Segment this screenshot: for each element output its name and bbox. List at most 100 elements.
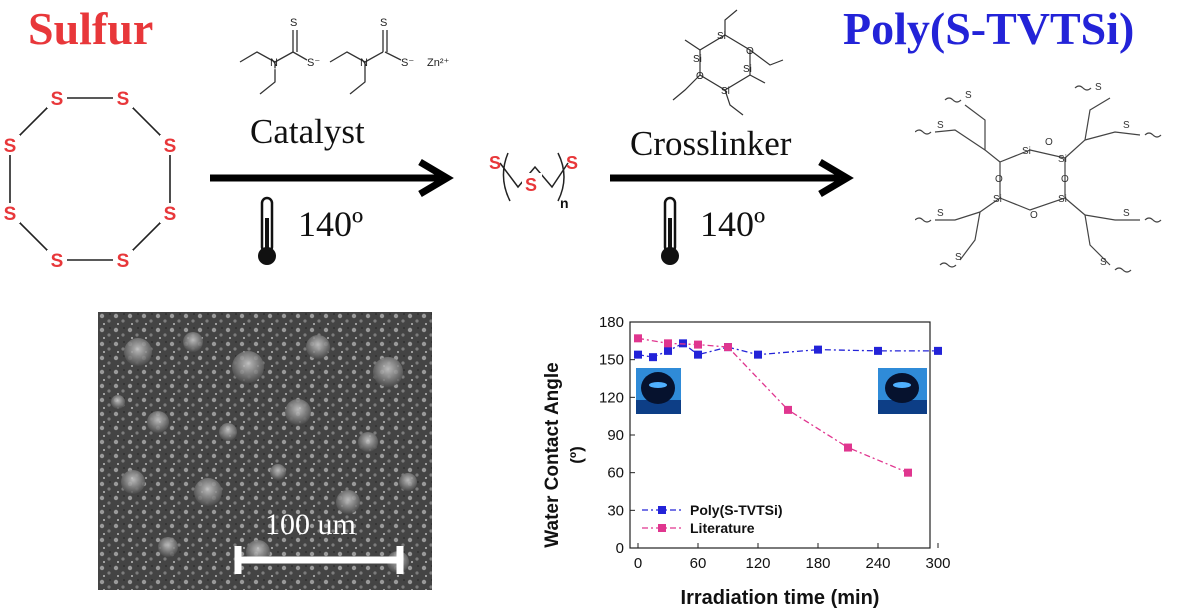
crosslinker-o: O [746, 46, 754, 57]
poly-title: Poly(S-TVTSi) [843, 3, 1135, 54]
catalyst-structure: S _ N S⁻ S N S⁻ Zn²⁺ [239, 17, 450, 95]
data-point [934, 346, 942, 355]
data-point [634, 350, 642, 359]
catalyst-s-minus: S⁻ [401, 57, 414, 69]
contact-angle-chart: 0 30 60 90 120 150 180 0 60 120 180 240 300 Poly(S-T… [542, 314, 950, 608]
polysulfide-chain: S S S n [489, 152, 578, 211]
sem-micrograph [98, 312, 432, 590]
data-point [649, 353, 657, 362]
sulfur-title: Sulfur [28, 3, 154, 54]
legend-swatch-marker [658, 506, 666, 514]
data-point [694, 350, 702, 359]
sulfur-atom: S [117, 251, 130, 272]
crosslinker-structure: Si O Si Si O Si [672, 9, 784, 116]
y-tick-label: 60 [607, 465, 624, 482]
crosslinker-o: O [696, 71, 704, 82]
data-point [754, 350, 762, 359]
network-sulfur: S [965, 90, 972, 101]
network-sulfur: S [937, 120, 944, 131]
data-point [724, 343, 732, 352]
thermometer-icon [258, 196, 276, 265]
chain-sulfur: S [525, 175, 537, 195]
network-sulfur: S [1123, 208, 1130, 219]
catalyst-nitrogen: N [270, 57, 278, 69]
legend-label: Literature [690, 520, 755, 536]
network-sulfur: S [1123, 120, 1130, 131]
data-point [694, 340, 702, 349]
x-tick-label: 300 [925, 555, 950, 572]
sulfur-atom: S [4, 136, 17, 157]
chart-legend: Poly(S-TVTSi) Literature [642, 502, 783, 536]
sem-scale-bar [234, 546, 404, 574]
polymer-network-structure: S S S S S S S S Si Si O Si O Si O O [915, 82, 1162, 273]
thermometer-icon [661, 196, 679, 265]
sem-scale-label: 100 um [265, 508, 356, 541]
data-point [664, 346, 672, 355]
network-o: O [995, 174, 1003, 185]
sulfur-atom: S [51, 251, 64, 272]
droplet-inset-left [636, 368, 681, 414]
sulfur-atom: S [51, 89, 64, 110]
y-tick-label: 180 [599, 314, 624, 331]
data-point [844, 443, 852, 452]
y-axis-label: Water Contact Angle [542, 362, 563, 547]
network-si: Si [1058, 194, 1067, 205]
network-o: O [1061, 174, 1069, 185]
step1-temperature: 140º [298, 204, 364, 244]
series-line [637, 342, 938, 358]
x-tick-label: 60 [690, 555, 707, 572]
catalyst-sulfur: S [380, 17, 387, 29]
chain-sulfur: S [489, 153, 501, 173]
sulfur-atom: S [164, 204, 177, 225]
network-sulfur: S [955, 252, 962, 263]
catalyst-sulfur: S [290, 17, 297, 29]
y-axis-unit: (º) [567, 446, 586, 464]
step1-label: Catalyst [250, 112, 365, 151]
data-point [664, 339, 672, 348]
chain-subscript: n [560, 195, 569, 211]
network-si: Si [1022, 146, 1031, 157]
sulfur-ring-diagram: S S S S S S S S [0, 88, 180, 272]
network-sulfur: S [937, 208, 944, 219]
sulfur-atom: S [4, 204, 17, 225]
x-tick-label: 120 [745, 555, 770, 572]
chain-sulfur: S [566, 153, 578, 173]
y-tick-label: 120 [599, 389, 624, 406]
y-tick-label: 0 [616, 540, 624, 557]
droplet-inset-right [878, 368, 927, 414]
crosslinker-si: Si [721, 86, 730, 97]
data-point [784, 405, 792, 414]
catalyst-nitrogen: N [360, 57, 368, 69]
sulfur-atom: S [164, 136, 177, 157]
network-si: Si [1058, 154, 1067, 165]
step2-temperature: 140º [700, 204, 766, 244]
y-tick-label: 30 [607, 502, 624, 519]
network-sulfur: S [1100, 257, 1107, 268]
x-tick-label: 180 [805, 555, 830, 572]
legend-label: Poly(S-TVTSi) [690, 502, 783, 518]
crosslinker-si: Si [717, 31, 726, 42]
x-axis-label: Irradiation time (min) [681, 587, 880, 608]
data-point [634, 334, 642, 343]
step2-arrow [610, 158, 854, 198]
y-tick-label: 90 [607, 427, 624, 444]
step2-label: Crosslinker [630, 124, 792, 163]
network-si: Si [993, 194, 1002, 205]
network-o: O [1030, 210, 1038, 221]
legend-swatch-marker [658, 524, 666, 532]
x-tick-label: 240 [865, 555, 890, 572]
y-tick-label: 150 [599, 352, 624, 369]
svg-text:_: _ [269, 58, 277, 70]
data-point [814, 345, 822, 354]
data-point [874, 346, 882, 355]
network-sulfur: S [1095, 82, 1102, 93]
catalyst-s-minus: S⁻ [307, 57, 320, 69]
step1-arrow [210, 158, 454, 198]
x-tick-label: 0 [634, 555, 642, 572]
network-o: O [1045, 137, 1053, 148]
crosslinker-si: Si [693, 54, 702, 65]
data-point [904, 468, 912, 477]
sulfur-atom: S [117, 89, 130, 110]
catalyst-zinc: Zn²⁺ [427, 57, 450, 69]
crosslinker-si: Si [743, 64, 752, 75]
